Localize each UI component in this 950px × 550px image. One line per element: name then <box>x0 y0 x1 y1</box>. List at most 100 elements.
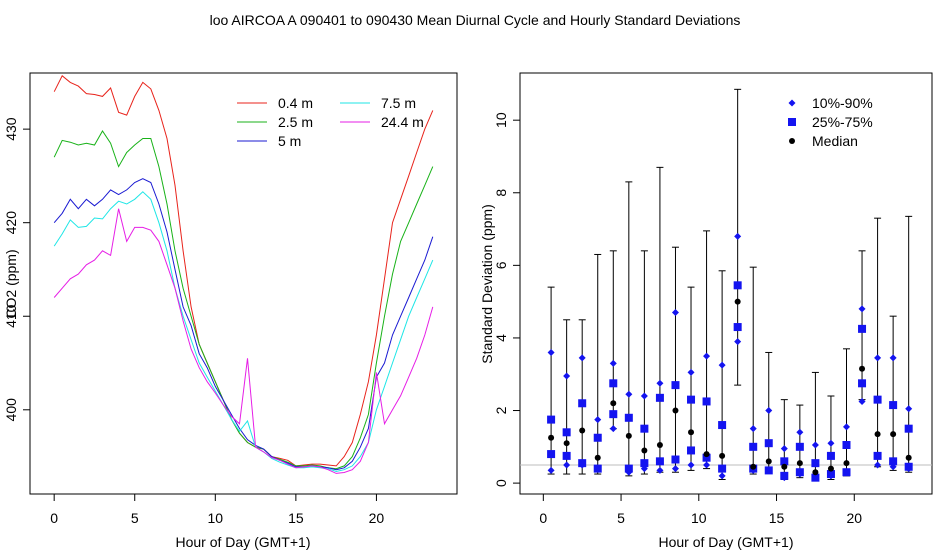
p90-marker <box>765 407 773 415</box>
p25-marker <box>904 462 913 471</box>
p90-marker <box>640 392 648 400</box>
p10-marker <box>703 461 711 469</box>
legend-label: 2.5 m <box>278 114 313 130</box>
stddev-x-tick-label: 10 <box>691 510 707 526</box>
median-marker <box>734 298 741 305</box>
co2-y-tick-label: 400 <box>3 398 19 422</box>
p10-marker <box>563 461 571 469</box>
p75-marker <box>547 415 556 424</box>
legend-label: 0.4 m <box>278 95 313 111</box>
p75-marker <box>842 441 851 450</box>
p25-marker <box>609 410 618 419</box>
median-marker <box>703 451 710 458</box>
co2-diurnal-panel: 0 5 10 15 20 400 410 420 430 0.4 m 2.5 m 5 m 7.5 m… <box>3 72 458 550</box>
p10-marker <box>547 466 555 474</box>
p75-marker <box>718 421 727 430</box>
co2-x-tick-label: 5 <box>131 510 139 526</box>
p90-marker <box>780 445 788 453</box>
p90-marker <box>905 405 913 413</box>
p75-marker <box>780 457 789 466</box>
p25-marker <box>858 379 867 388</box>
legend-label: 24.4 m <box>381 114 424 130</box>
p25-marker <box>655 457 664 466</box>
co2-y-axis-label: CO2 (ppm) <box>3 249 19 318</box>
co2-x-tick-label: 10 <box>208 510 224 526</box>
p25-marker <box>889 457 898 466</box>
p25-marker <box>811 473 820 482</box>
p10-marker <box>718 472 726 480</box>
p75-marker <box>655 393 664 402</box>
p90-marker <box>687 368 695 376</box>
median-marker <box>843 460 850 467</box>
p25-marker <box>873 451 882 460</box>
stddev-y-tick-label: 10 <box>493 112 509 128</box>
series-line-5-m <box>53 178 434 471</box>
p75-marker <box>733 281 742 290</box>
p90-marker <box>609 359 617 367</box>
p25-marker <box>842 468 851 477</box>
p90-marker <box>718 361 726 369</box>
p75-marker <box>858 324 867 333</box>
p90-marker <box>656 379 664 387</box>
co2-x-tick-label: 0 <box>50 510 58 526</box>
median-marker <box>656 442 663 449</box>
median-marker <box>672 407 679 414</box>
p90-marker <box>594 416 602 424</box>
series-line-7-5-m <box>53 191 434 473</box>
p75-marker <box>562 428 571 437</box>
p90-marker <box>671 309 679 317</box>
p75-marker <box>609 379 618 388</box>
median-marker <box>610 400 617 407</box>
co2-x-axis: 0 5 10 15 20 <box>50 494 384 526</box>
p25-marker <box>702 453 711 462</box>
p90-marker <box>578 354 586 362</box>
median-marker <box>625 432 632 439</box>
p25-marker <box>562 451 571 460</box>
stddev-plot-frame <box>519 72 933 495</box>
median-marker <box>594 454 601 461</box>
stddev-x-axis: 0 5 10 15 20 <box>539 494 862 526</box>
p10-marker <box>671 465 679 473</box>
p25-marker <box>687 446 696 455</box>
p25-marker <box>671 455 680 464</box>
p75-marker <box>687 395 696 404</box>
p90-marker <box>858 305 866 313</box>
p75-marker <box>749 442 758 451</box>
legend-label: Median <box>812 133 858 149</box>
median-marker <box>781 463 788 470</box>
p25-marker <box>593 464 602 473</box>
median-marker <box>812 469 819 476</box>
p10-marker <box>609 425 617 433</box>
p25-marker <box>640 459 649 468</box>
median-marker <box>827 465 834 472</box>
p90-marker <box>734 232 742 240</box>
co2-x-tick-label: 15 <box>288 510 304 526</box>
p25-marker <box>780 471 789 480</box>
median-marker <box>859 365 866 372</box>
p75-marker <box>889 401 898 410</box>
median-marker <box>563 440 570 447</box>
legend-label: 7.5 m <box>381 95 416 111</box>
median-marker <box>890 431 897 438</box>
legend-marker <box>789 138 795 144</box>
p75-marker <box>826 451 835 460</box>
stddev-x-tick-label: 0 <box>539 510 547 526</box>
median-marker <box>719 452 726 459</box>
stddev-legend: 10%-90% 25%-75% Median <box>788 95 873 149</box>
p90-marker <box>874 354 882 362</box>
co2-y-tick-label: 420 <box>3 211 19 235</box>
p90-marker <box>842 423 850 431</box>
median-marker <box>750 463 757 470</box>
p90-marker <box>625 390 633 398</box>
p75-marker <box>671 381 680 390</box>
p25-marker <box>578 459 587 468</box>
stddev-y-tick-label: 0 <box>493 479 509 487</box>
median-marker <box>905 454 912 461</box>
stddev-marks <box>547 88 913 482</box>
p75-marker <box>624 413 633 422</box>
p75-marker <box>811 459 820 468</box>
co2-plot-frame <box>29 72 458 495</box>
p90-marker <box>889 354 897 362</box>
median-marker <box>579 427 586 434</box>
p25-marker <box>795 468 804 477</box>
